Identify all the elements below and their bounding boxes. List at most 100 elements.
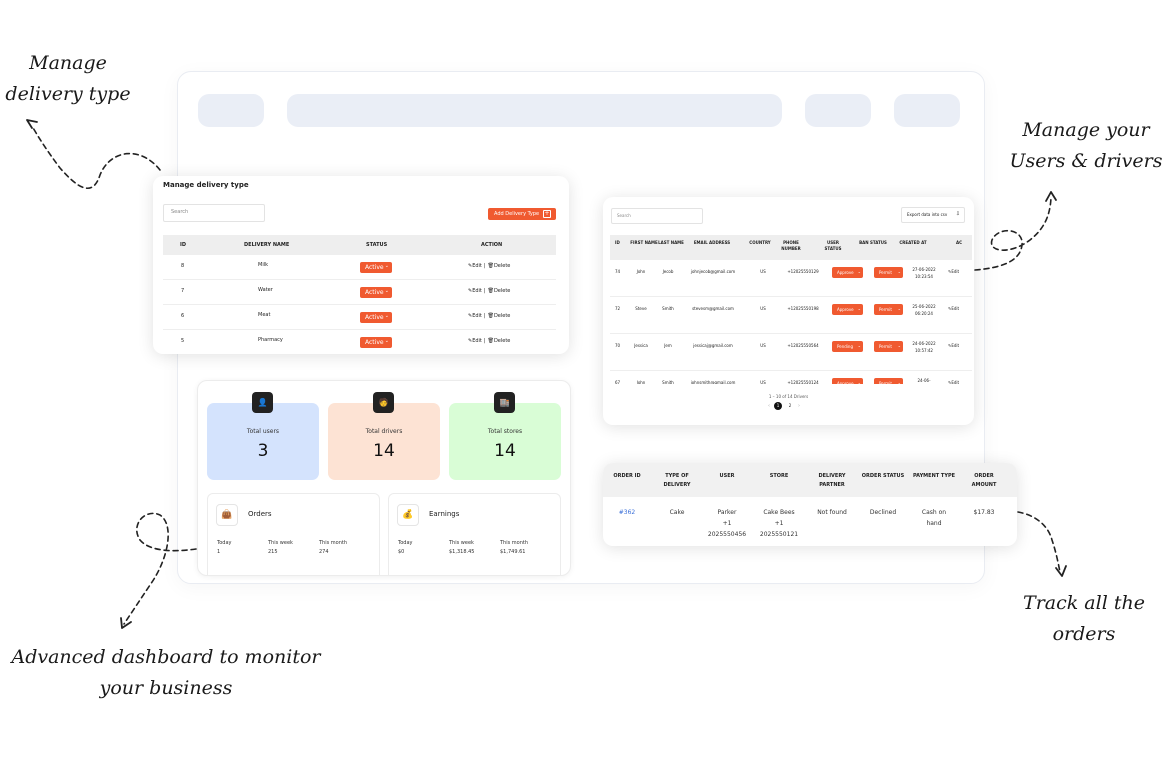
user-status-dropdown[interactable]: Pending ⌄ [832,341,863,352]
cell-email: jessicaj@gmail.com [693,343,733,348]
table-header: ORDER ID TYPE OF DELIVERY USER STORE DELIVER… [603,463,1017,497]
cell-last: Jem [664,343,672,348]
cell-line: hand [926,520,942,527]
status-dropdown[interactable]: Active ⌄ [360,262,392,273]
chevron-down-icon: ⌄ [384,263,389,269]
status-dropdown[interactable]: Active ⌄ [360,337,392,348]
edit-icon[interactable]: ✎ [468,288,473,294]
bag-icon: 👜 [221,510,233,520]
skeleton-button [805,94,871,127]
stat-card: Total stores 14 [449,403,561,480]
next-page-icon[interactable]: › [798,403,800,409]
col-header: ID [615,240,620,245]
prev-page-icon[interactable]: ‹ [768,403,770,409]
edit-link[interactable]: Edit [472,288,482,294]
add-button-label: Add Delivery Type [494,211,540,217]
col-header: STORE [769,473,789,479]
delivery-table: ID DELIVERY NAME STATUS ACTION 8 Milk Acti… [163,235,556,354]
period-value: 274 [319,549,329,555]
skeleton-logo [198,94,264,127]
edit-link[interactable]: ✎Edit [948,306,959,311]
trash-icon[interactable]: 🗑 [487,288,494,294]
cell-country: US [760,343,766,348]
ban-status-dropdown[interactable]: Permit ⌄ [874,378,903,384]
orders-panel: 👜 Orders Today 1 This week 215 This month 274 [207,493,380,575]
export-csv-button[interactable]: Export data into csv ⇩ [901,207,965,223]
user-status-dropdown[interactable]: Approve ⌄ [832,267,863,278]
stat-value: 14 [494,441,516,461]
user-status-label: Pending [837,344,853,349]
order-id-link[interactable]: #362 [618,509,636,516]
delete-link[interactable]: Delete [493,288,511,294]
cell-line: Parker [717,509,737,516]
cell-first: Jessica [634,343,648,348]
period-value: 215 [268,549,278,555]
delivery-rows: 8 Milk Active ⌄ ✎Edit | 🗑Delete 7 Water Active ⌄ ✎E… [163,255,556,354]
table-row: 7 Water Active ⌄ ✎Edit | 🗑Delete [163,280,556,305]
trash-icon[interactable]: 🗑 [487,263,494,269]
edit-icon[interactable]: ✎ [468,263,473,269]
trash-icon[interactable]: 🗑 [487,338,494,344]
ban-status-label: Permit [879,307,892,312]
page-button[interactable]: 2 [788,403,792,408]
search-placeholder: Search [617,213,631,218]
edit-icon[interactable]: ✎ [468,338,473,344]
ban-status-dropdown[interactable]: Permit ⌄ [874,341,903,352]
delete-link[interactable]: Delete [493,313,511,319]
edit-link[interactable]: ✎Edit [948,380,959,384]
table-header: ID FIRST NAME LAST NAME EMAIL ADDRESS COUNTR… [610,235,972,260]
ban-status-dropdown[interactable]: Permit ⌄ [874,304,903,315]
cell-last: Jecob [662,269,674,274]
chevron-down-icon: ⌄ [897,306,901,311]
ban-status-label: Permit [879,344,892,349]
pagination-text: 1 – 10 of 14 Drivers [768,394,809,399]
edit-link[interactable]: ✎Edit [948,269,959,274]
cell-country: US [760,380,766,384]
edit-link[interactable]: Edit [472,338,482,344]
page-button-active[interactable]: 1 [774,402,782,410]
user-status-dropdown[interactable]: Approve ⌄ [832,304,863,315]
trash-icon[interactable]: 🗑 [487,313,494,319]
callout-line: your business [99,677,233,699]
period-label: This week [268,540,293,546]
user-status-dropdown[interactable]: Approve ⌄ [832,378,863,384]
dashboard-stats-card: Total users 3 👤 Total drivers 14 🧑 Total store… [197,380,571,576]
search-placeholder: Search [171,209,189,215]
delivery-title: Manage delivery type [163,181,249,189]
cell-id: 72 [615,306,621,311]
users-search-input[interactable]: Search [611,208,703,224]
cell-store: Cake Bees +1 2025550121 [755,507,803,540]
add-delivery-type-button[interactable]: Add Delivery Type + [488,208,556,220]
status-dropdown[interactable]: Active ⌄ [360,287,392,298]
ban-status-dropdown[interactable]: Permit ⌄ [874,267,903,278]
edit-link[interactable]: ✎Edit [948,343,959,348]
separator: | [483,313,486,319]
period-label: Today [217,540,232,546]
col-header: ORDER AMOUNT [971,473,997,488]
delete-link[interactable]: Delete [493,263,511,269]
row-name: Milk [258,262,268,268]
chevron-down-icon: ⌄ [857,343,861,348]
status-dropdown[interactable]: Active ⌄ [360,312,392,323]
edit-icon: ✎ [948,380,952,384]
delete-link[interactable]: Delete [493,338,511,344]
col-header: ORDER ID [613,473,641,479]
cell-amount: $17.83 [973,509,995,516]
edit-link[interactable]: Edit [472,313,482,319]
table-header: ID DELIVERY NAME STATUS ACTION [163,235,556,255]
cell-first: Steve [635,306,647,311]
period-label: This month [319,540,348,546]
table-row: 8 Milk Active ⌄ ✎Edit | 🗑Delete [163,255,556,280]
users-rows: 74 John Jecob johnjecob@gmail.com US +1202555… [610,260,972,384]
period-label: Today [398,540,413,546]
user-status-label: Approve [837,307,854,312]
table-row: 72 Steve Smith stevesm@gmail.com US +12025550… [610,297,972,334]
col-header: ORDER STATUS [861,473,905,479]
cell-line: 2025550121 [759,531,799,538]
cell-country: US [760,306,766,311]
callout-line: Track all the [1023,592,1145,614]
period-label: This month [500,540,529,546]
edit-link[interactable]: Edit [472,263,482,269]
edit-icon[interactable]: ✎ [468,313,473,319]
delivery-search-input[interactable]: Search [163,204,265,222]
